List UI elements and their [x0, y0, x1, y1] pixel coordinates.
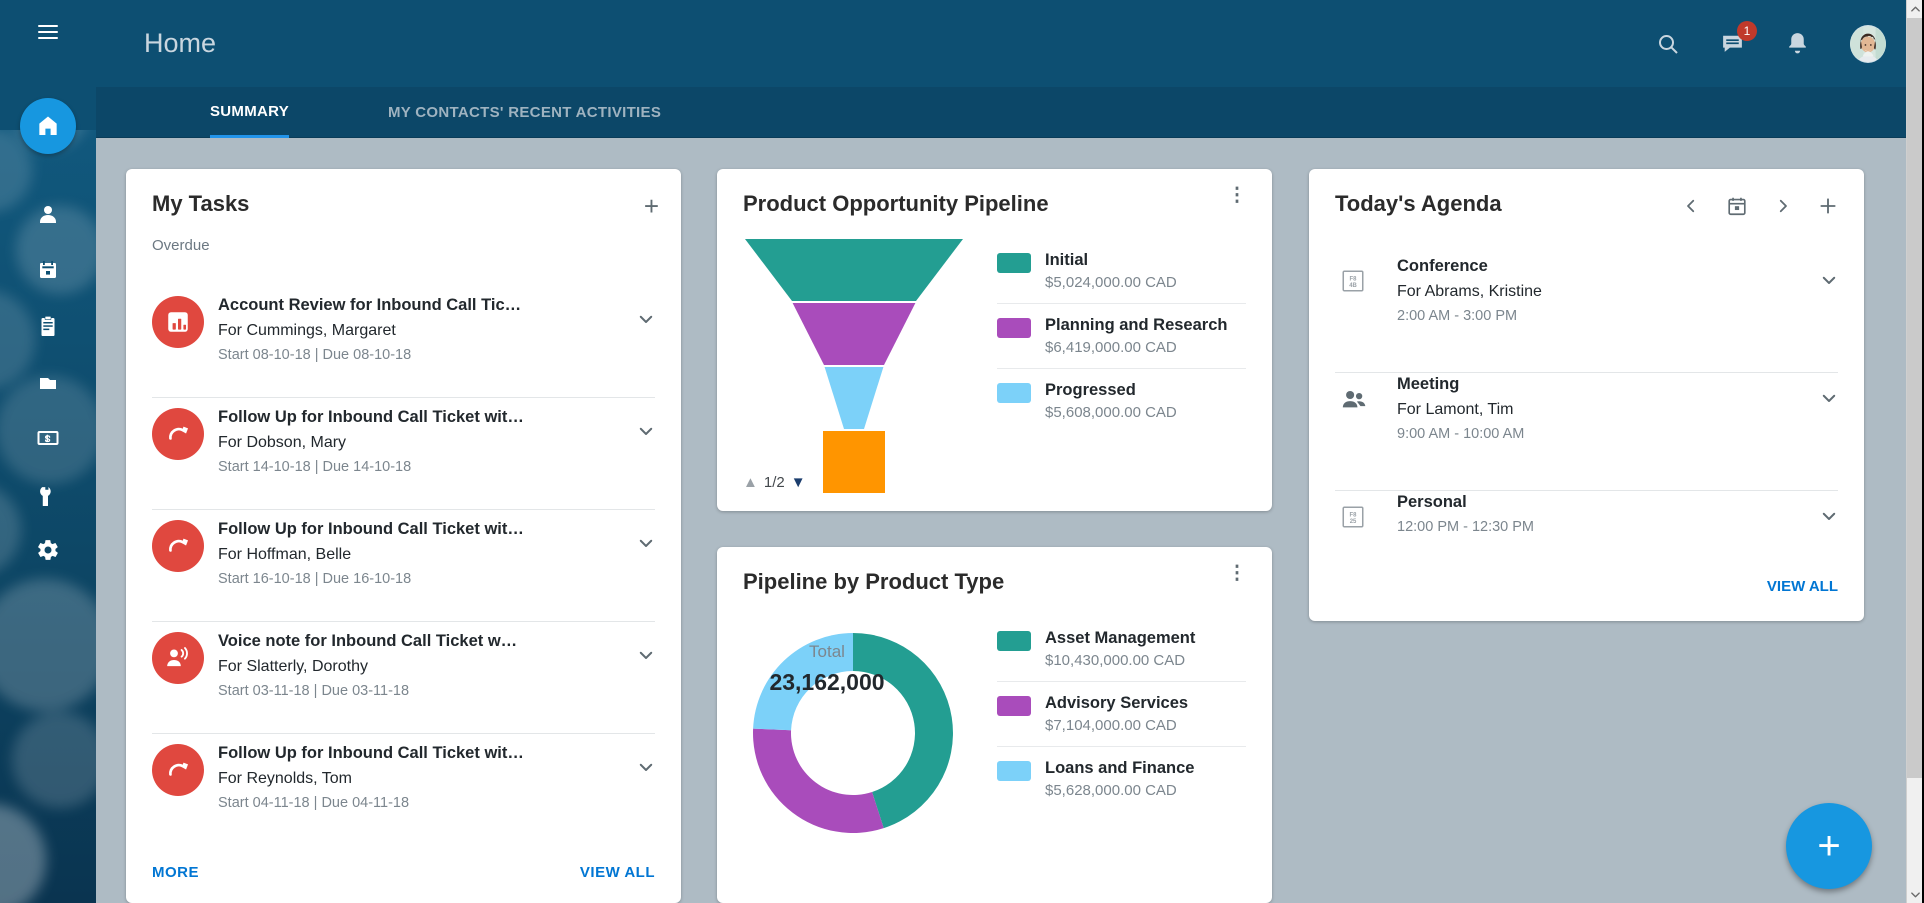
svg-text:F8: F8	[1350, 276, 1358, 282]
svg-text:4B: 4B	[1349, 283, 1357, 289]
svg-text:25: 25	[1350, 519, 1357, 525]
svg-text:F8: F8	[1350, 512, 1358, 518]
